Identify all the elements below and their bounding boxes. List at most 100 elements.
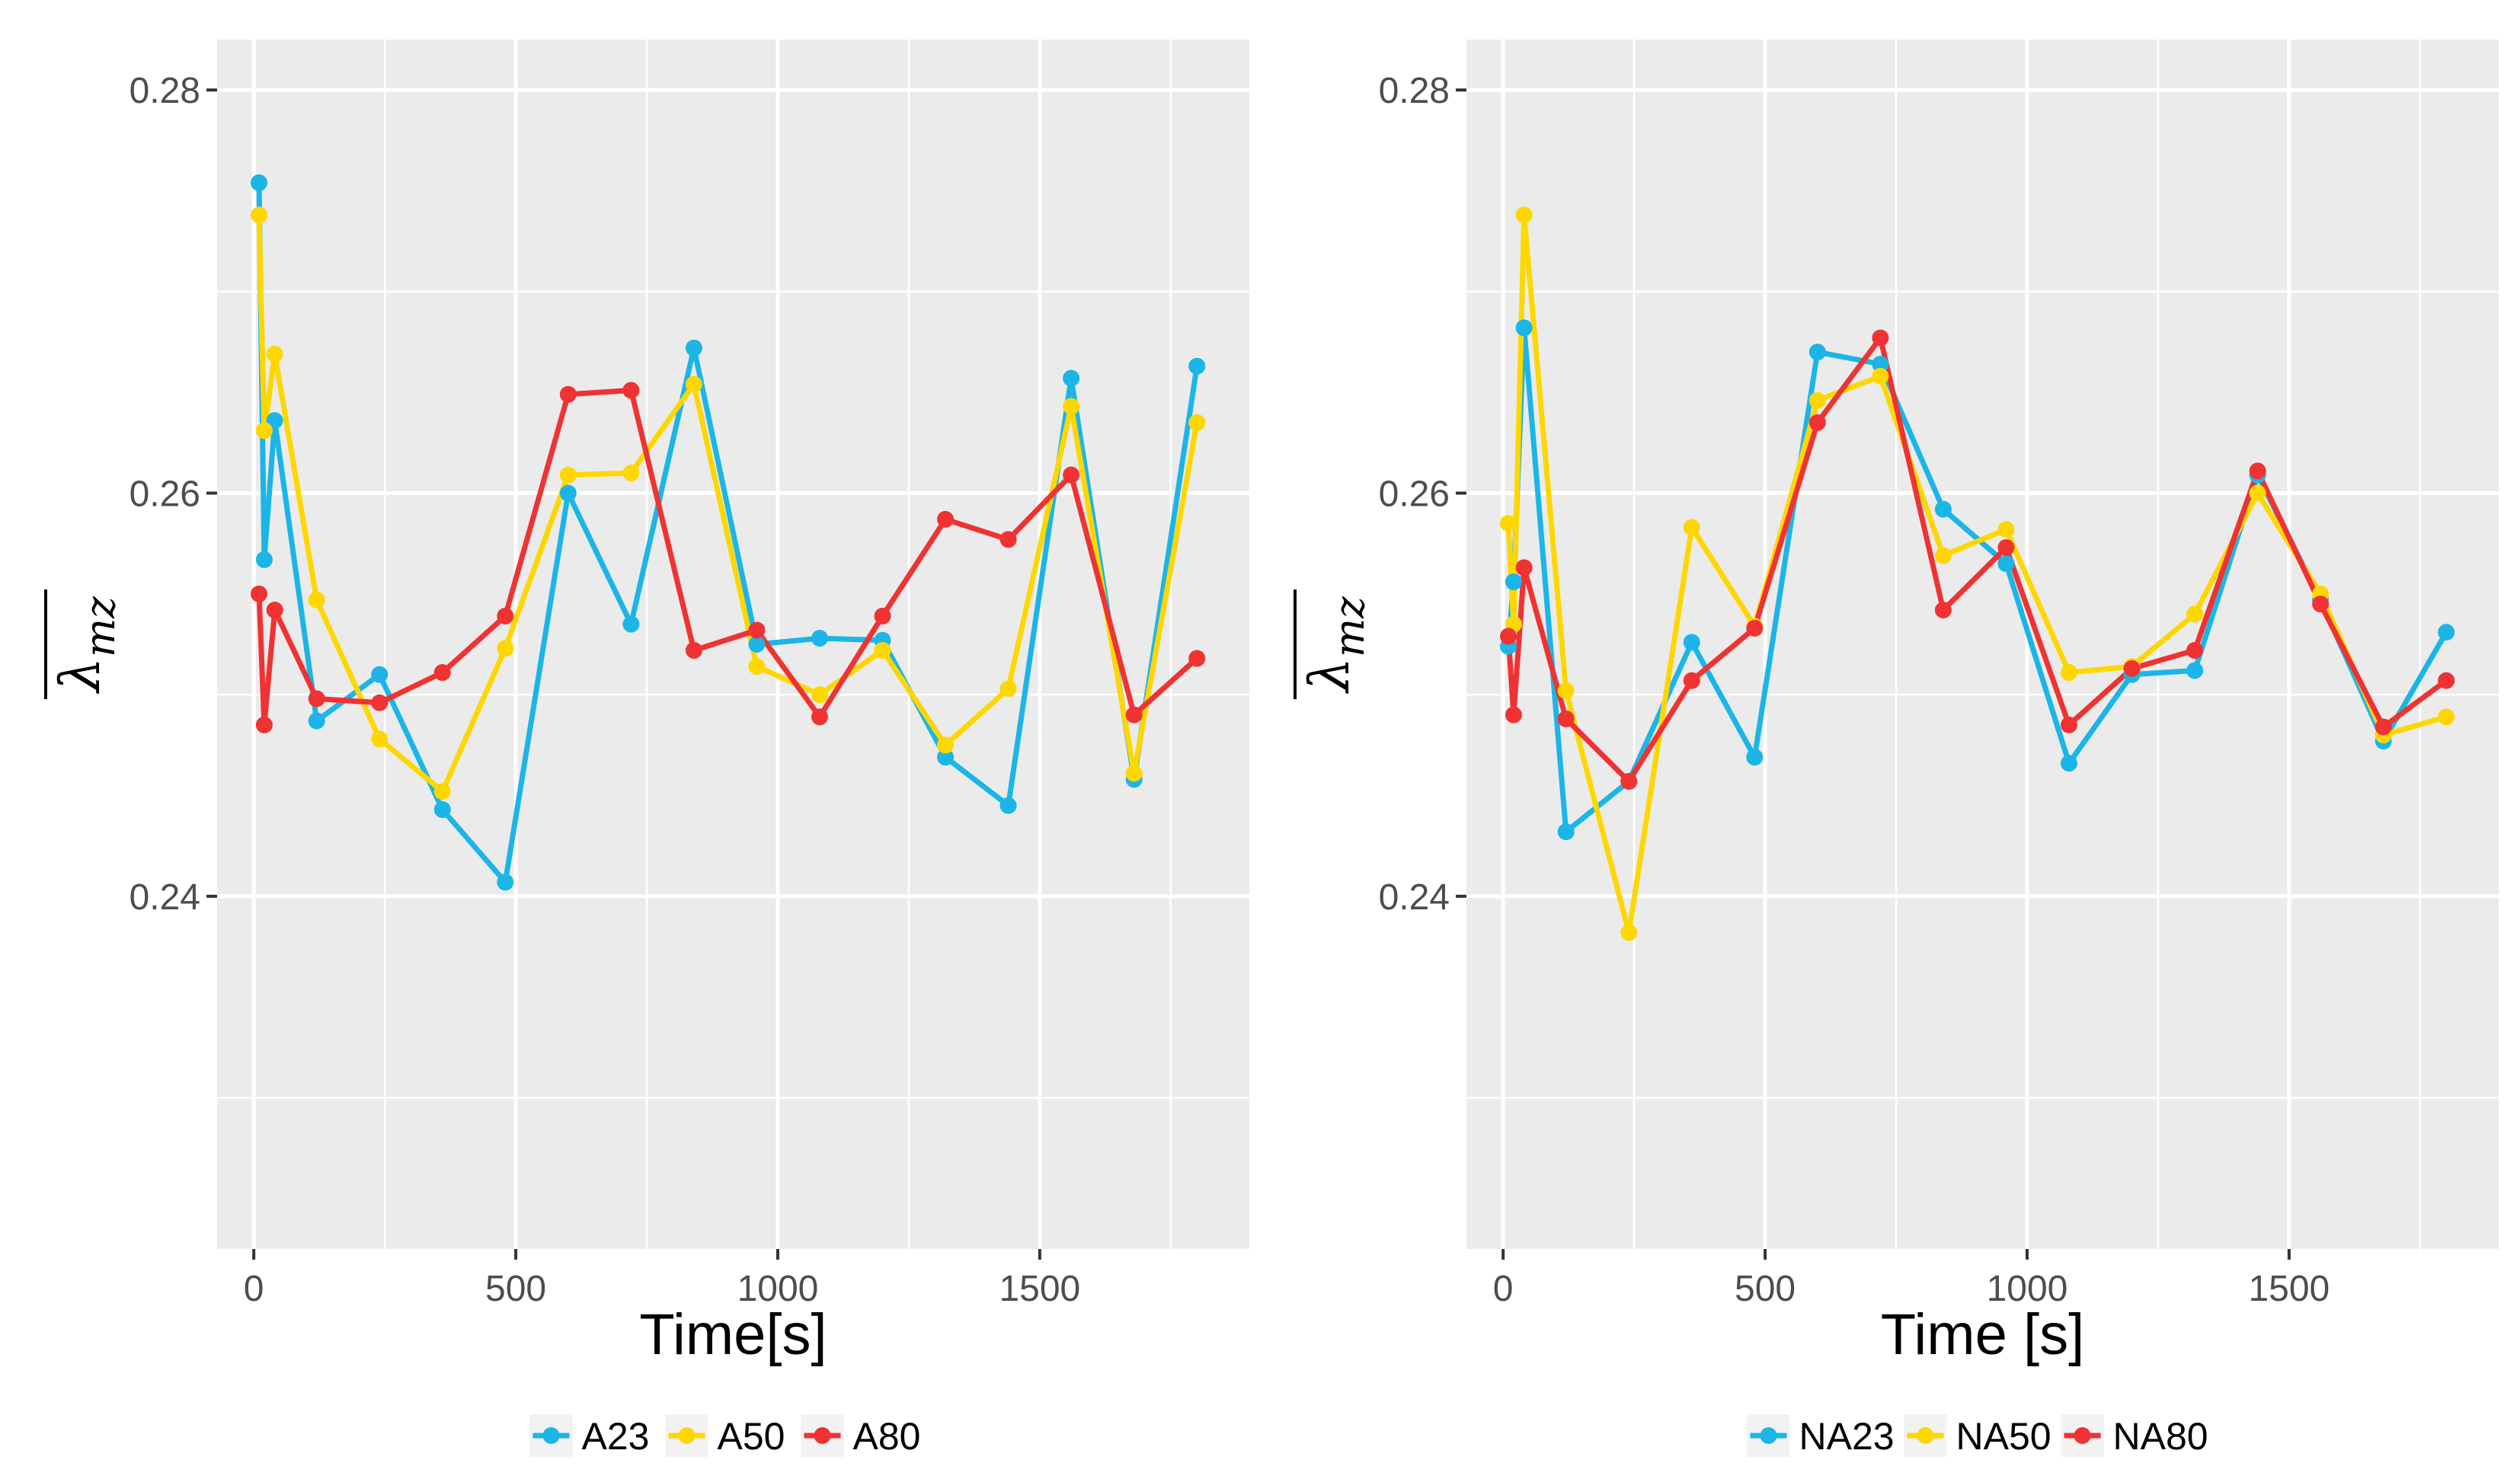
data-point-A80	[266, 602, 283, 619]
data-point-NA50	[2060, 664, 2077, 682]
data-point-NA80	[1500, 628, 1517, 645]
legend-label: A23	[582, 1415, 650, 1458]
data-point-NA80	[1505, 706, 1522, 724]
data-point-NA80	[2123, 660, 2141, 677]
data-point-A80	[251, 585, 268, 602]
data-point-NA80	[1746, 619, 1764, 637]
legend-label: NA23	[1799, 1415, 1895, 1458]
y-tick-label: 0.26	[130, 474, 200, 515]
legend-label: A80	[853, 1415, 921, 1458]
x-axis-title: Time [s]	[1881, 1302, 2084, 1367]
data-point-A80	[622, 382, 640, 399]
x-tick-label: 1500	[999, 1269, 1080, 1309]
data-point-A50	[266, 345, 283, 363]
y-axis-title-text: λmz	[1297, 596, 1374, 695]
data-point-A80	[308, 690, 325, 708]
data-point-A50	[874, 641, 891, 659]
data-point-NA23	[1557, 823, 1575, 841]
data-point-NA80	[1997, 538, 2015, 556]
data-point-NA23	[1872, 356, 1889, 373]
legend-label: NA80	[2113, 1415, 2208, 1458]
plot-background	[217, 40, 1249, 1249]
data-point-A50	[1125, 765, 1143, 782]
x-tick-label: 500	[1735, 1269, 1796, 1309]
data-point-NA23	[2438, 624, 2455, 641]
data-point-NA50	[1683, 519, 1700, 536]
data-point-NA80	[1934, 602, 1952, 619]
data-point-A50	[559, 466, 577, 484]
data-point-A80	[999, 531, 1017, 548]
data-point-A80	[811, 708, 828, 726]
data-point-A80	[937, 510, 955, 528]
data-point-NA50	[1934, 547, 1952, 564]
series-line-A80	[256, 388, 1200, 728]
x-axis-title: Time[s]	[639, 1302, 827, 1367]
y-tick-label: 0.28	[130, 71, 200, 111]
data-point-NA80	[1808, 414, 1826, 431]
legend-key-point	[542, 1427, 560, 1444]
x-tick-label: 500	[485, 1269, 546, 1309]
y-axis-title-text: λmz	[48, 596, 124, 695]
data-point-A80	[371, 694, 389, 711]
data-point-NA80	[2249, 462, 2266, 480]
legend-key-point	[2074, 1427, 2091, 1444]
data-point-NA50	[2186, 605, 2204, 623]
x-tick-label: 1000	[737, 1269, 819, 1309]
data-point-A23	[266, 412, 283, 430]
data-point-A23	[371, 666, 389, 683]
legend-entry-A50: A50	[665, 1414, 785, 1458]
data-point-A23	[559, 484, 577, 502]
legend-entry-NA50: NA50	[1904, 1414, 2051, 1458]
data-point-NA23	[1808, 343, 1826, 361]
data-point-A23	[1063, 369, 1080, 387]
data-point-A50	[937, 736, 955, 754]
plot-background	[1466, 40, 2499, 1249]
data-point-NA80	[2060, 716, 2077, 733]
data-point-A50	[748, 658, 766, 676]
data-point-A50	[251, 206, 268, 224]
data-point-A50	[685, 375, 702, 393]
data-point-A50	[308, 591, 325, 609]
y-tick-label: 0.24	[130, 877, 200, 918]
x-tick-label: 1000	[1987, 1269, 2068, 1309]
data-point-NA80	[1872, 329, 1889, 347]
y-axis-subscript: mz	[1326, 596, 1374, 657]
data-point-A50	[371, 730, 389, 748]
data-point-NA50	[1872, 367, 1889, 385]
y-tick-label: 0.24	[1379, 877, 1450, 918]
legend: A23 A50 A80	[529, 1414, 921, 1458]
data-point-NA50	[1808, 391, 1826, 409]
data-point-NA50	[1557, 682, 1575, 699]
data-point-A80	[874, 607, 891, 625]
legend-entry-NA80: NA80	[2061, 1414, 2208, 1458]
legend-label: A50	[718, 1415, 785, 1458]
data-point-NA80	[1620, 772, 1638, 790]
series-line-A23	[256, 180, 1200, 885]
data-point-A50	[811, 686, 828, 704]
data-point-A23	[1188, 357, 1206, 375]
data-point-A80	[255, 716, 273, 733]
data-point-A23	[937, 749, 955, 766]
data-point-A23	[811, 630, 828, 647]
y-axis-symbol: λ	[1297, 657, 1361, 695]
data-point-A23	[685, 339, 702, 356]
data-point-A80	[748, 621, 766, 639]
data-point-NA50	[1620, 924, 1638, 941]
chart-panel-right: 0.24 0.26 0.28 0 500 1000 1500 Time [s] λmz NA23 N…	[1249, 0, 2499, 1479]
data-point-NA80	[2186, 641, 2204, 659]
legend-label: NA50	[1956, 1415, 2051, 1458]
legend-entry-A23: A23	[529, 1414, 650, 1458]
data-point-NA80	[2438, 672, 2455, 689]
data-point-A23	[255, 551, 273, 568]
legend-key-point	[814, 1427, 831, 1444]
data-point-A80	[1188, 650, 1206, 667]
chart-panel-left: 0.24 0.26 0.28 0 500 1000 1500 Time[s] λmz A23 A50…	[0, 0, 1249, 1479]
data-point-A80	[1125, 706, 1143, 724]
y-axis-subscript: mz	[76, 596, 124, 657]
data-point-NA23	[1505, 573, 1522, 590]
data-point-A23	[308, 712, 325, 730]
data-point-A23	[433, 801, 451, 819]
series-line-A50	[256, 212, 1200, 794]
legend: NA23 NA50 NA80	[1747, 1414, 2208, 1458]
